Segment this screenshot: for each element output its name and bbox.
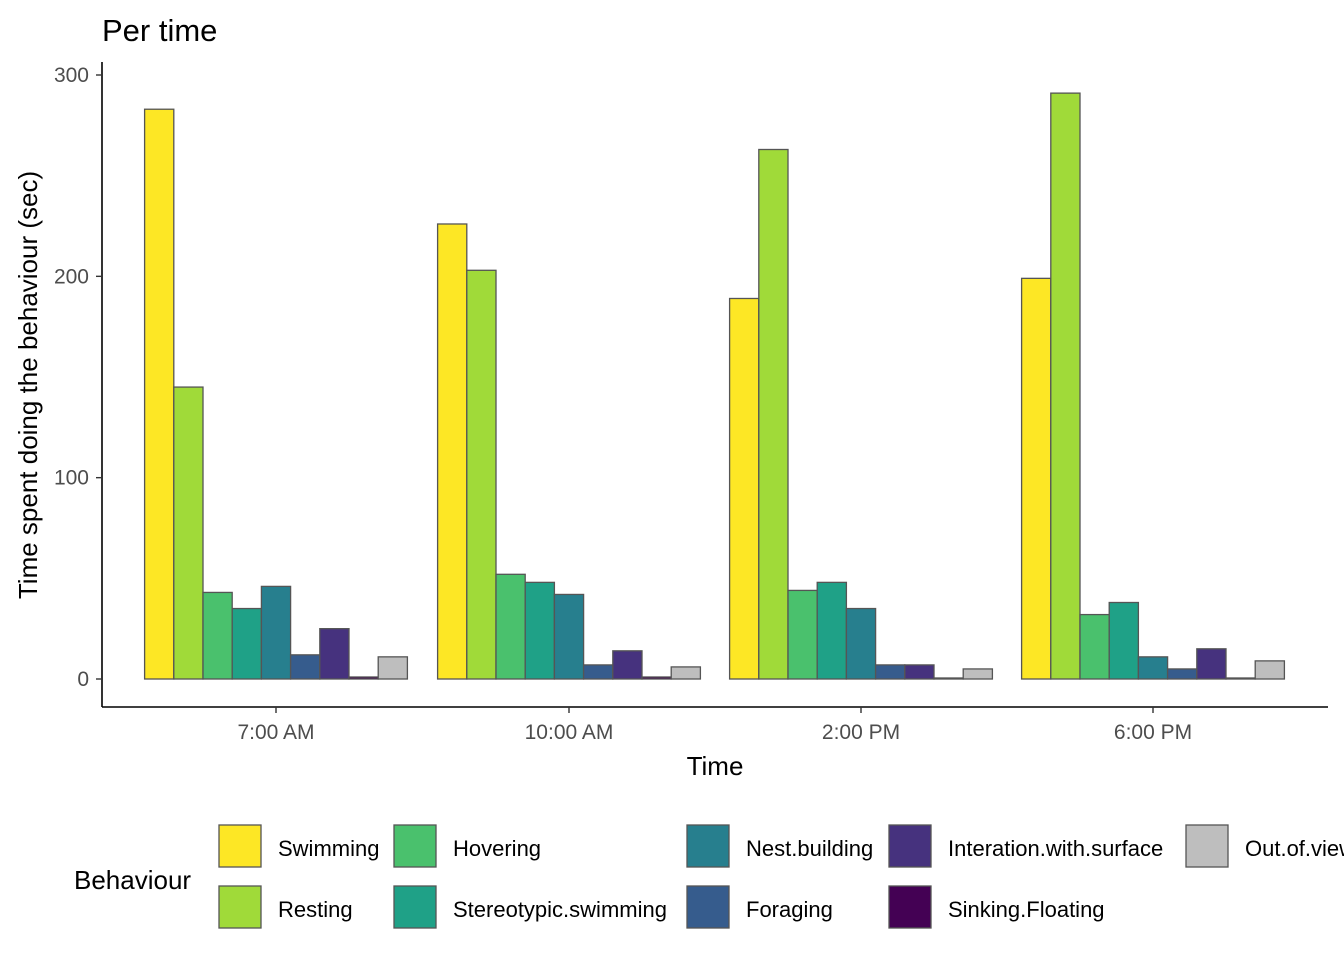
bar-swimming-2 [728,297,760,680]
bars-layer [143,92,1286,680]
legend-swatch [686,824,730,868]
bar-sinking-floating-1 [641,676,672,680]
bar-resting-2 [758,148,789,680]
bar-sinking-floating-0 [348,676,379,680]
bar-resting-3 [1050,92,1081,680]
legend-swatch [888,824,932,868]
y-tick-label: 100 [54,467,89,490]
legend-swatch [218,885,262,929]
y-tick-label: 0 [77,668,89,691]
bar-interation-with-surface-0 [319,628,350,680]
x-axis: 7:00 AM 10:00 AM 2:00 PM 6:00 PM [102,706,1328,744]
bar-swimming-1 [436,223,468,680]
bar-hovering-3 [1079,613,1110,680]
legend-label: Resting [278,897,353,922]
bar-stereotypic-swimming-2 [816,581,848,680]
legend-item-foraging: Foraging [686,885,833,929]
bar-foraging-0 [289,654,321,680]
bar-swimming-3 [1020,277,1052,680]
bar-foraging-1 [582,664,614,680]
bar-interation-with-surface-1 [612,650,643,680]
x-tick-label: 2:00 PM [822,721,900,744]
bar-out-of-view-2 [962,668,994,680]
bar-swimming-0 [143,108,175,680]
y-axis-title: Time spent doing the behaviour (sec) [13,171,43,599]
legend-item-swimming: Swimming [218,824,379,868]
bar-foraging-3 [1166,668,1198,680]
legend: Swimming Resting Hovering Stereotypic.swimm… [218,824,1344,929]
bar-stereotypic-swimming-1 [524,581,556,680]
bar-interation-with-surface-2 [904,664,935,680]
legend-label: Sinking.Floating [948,897,1105,922]
legend-item-hovering: Hovering [393,824,541,868]
legend-item-interation-with-surface: Interation.with.surface [888,824,1163,868]
x-axis-title: Time [687,751,744,781]
legend-swatch [1185,824,1229,868]
x-tick-label: 6:00 PM [1114,721,1192,744]
bar-resting-0 [173,386,204,680]
bar-out-of-view-1 [670,666,702,680]
legend-label: Interation.with.surface [948,836,1163,861]
bar-resting-1 [466,269,497,680]
bar-sinking-floating-2 [933,677,964,680]
chart-title: Per time [102,13,217,48]
x-tick-label: 10:00 AM [525,721,614,744]
bar-out-of-view-0 [377,656,409,680]
legend-swatch [888,885,932,929]
bar-sinking-floating-3 [1225,677,1256,680]
legend-item-out-of-view: Out.of.view [1185,824,1344,868]
legend-item-nest-building: Nest.building [686,824,873,868]
legend-label: Swimming [278,836,379,861]
legend-item-stereotypic-swimming: Stereotypic.swimming [393,885,667,929]
bar-hovering-1 [495,573,526,680]
legend-item-sinking-floating: Sinking.Floating [888,885,1105,929]
legend-swatch [686,885,730,929]
bar-interation-with-surface-3 [1196,648,1227,680]
bar-nest-building-1 [553,593,585,680]
legend-label: Foraging [746,897,833,922]
bar-out-of-view-3 [1254,660,1286,680]
bar-nest-building-2 [845,607,877,680]
legend-label: Stereotypic.swimming [453,897,667,922]
legend-swatch [393,885,437,929]
bar-stereotypic-swimming-0 [231,607,263,680]
y-tick-label: 200 [54,265,89,288]
bar-nest-building-0 [260,585,292,680]
legend-title: Behaviour [74,865,191,895]
legend-label: Nest.building [746,836,873,861]
legend-item-resting: Resting [218,885,353,929]
legend-label: Hovering [453,836,541,861]
x-tick-label: 7:00 AM [237,721,314,744]
bar-hovering-0 [202,591,233,680]
bar-stereotypic-swimming-3 [1108,601,1140,680]
bar-nest-building-3 [1137,656,1169,680]
legend-swatch [393,824,437,868]
y-axis: 0 100 200 300 [54,62,103,707]
bar-foraging-2 [874,664,906,680]
bar-hovering-2 [787,589,818,680]
legend-label: Out.of.view [1245,836,1344,861]
y-tick-label: 300 [54,64,89,87]
legend-swatch [218,824,262,868]
